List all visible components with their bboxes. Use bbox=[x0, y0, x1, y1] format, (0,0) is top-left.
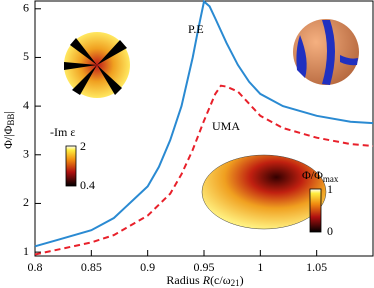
colorbar bbox=[65, 145, 77, 187]
y-tick-label: 1 bbox=[23, 244, 29, 258]
colorbar-tick: 0.4 bbox=[80, 178, 95, 192]
x-tick-label: 0.85 bbox=[81, 260, 102, 274]
line bbox=[34, 84, 374, 256]
x-tick-label: 0.8 bbox=[28, 260, 43, 274]
series-label: UMA bbox=[212, 119, 240, 133]
colorbar-tick: 2 bbox=[80, 139, 86, 153]
series-label: P.E bbox=[188, 22, 204, 36]
x-tick-label: 0.95 bbox=[194, 260, 215, 274]
y-tick-label: 4 bbox=[23, 98, 29, 112]
x-tick-label: 1.05 bbox=[306, 260, 327, 274]
x-axis-label: Radius R(c/ω21) bbox=[166, 273, 243, 288]
line bbox=[34, 0, 374, 248]
y-tick-label: 2 bbox=[23, 195, 29, 209]
y-tick-label: 6 bbox=[23, 1, 29, 15]
inset-ellipsoid bbox=[201, 154, 327, 230]
y-axis-label: Φ/|ΦBB| bbox=[1, 111, 16, 149]
colorbar-tick: 1 bbox=[327, 182, 333, 196]
colorbar-title: Φ/Φmax bbox=[302, 168, 339, 184]
colorbar bbox=[309, 188, 322, 233]
colorbar-tick: 0 bbox=[327, 224, 333, 238]
inset-sphere-left bbox=[64, 32, 130, 98]
x-tick-label: 1 bbox=[257, 260, 263, 274]
inset-sphere-right bbox=[293, 19, 359, 85]
y-tick-label: 5 bbox=[23, 49, 29, 63]
y-tick-label: 3 bbox=[23, 147, 29, 161]
colorbar-title: -Im ε bbox=[50, 125, 75, 139]
x-tick-label: 0.9 bbox=[140, 260, 155, 274]
